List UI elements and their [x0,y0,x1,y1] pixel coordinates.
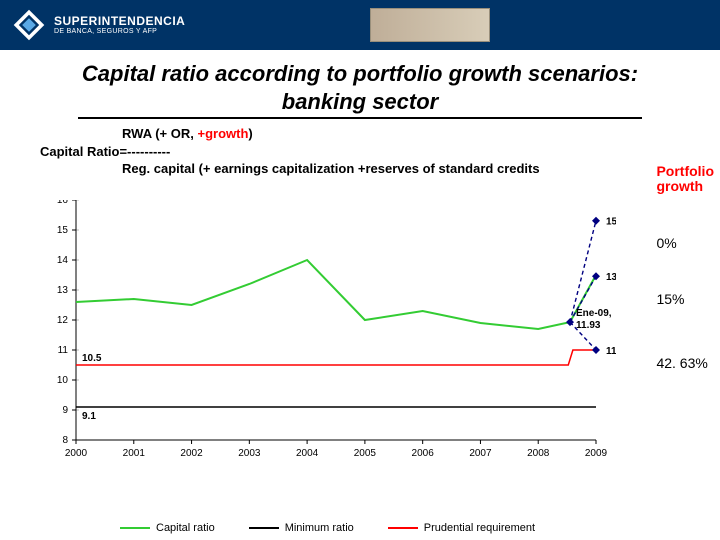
svg-text:13.46: 13.46 [606,272,616,283]
formula-growth: +growth [197,126,248,141]
svg-text:15.31: 15.31 [606,217,616,228]
svg-text:12: 12 [57,315,69,326]
legend-label-prudential: Prudential requirement [424,522,535,534]
title-line1: Capital ratio according to portfolio gro… [82,61,638,86]
svg-text:2002: 2002 [180,448,203,459]
svg-text:15: 15 [57,225,69,236]
org-name: SUPERINTENDENCIA DE BANCA, SEGUROS Y AFP [54,15,185,35]
svg-text:2004: 2004 [296,448,319,459]
svg-text:2007: 2007 [469,448,492,459]
svg-text:11.93: 11.93 [576,320,601,331]
legend-prudential: Prudential requirement [388,522,535,534]
svg-text:11: 11 [606,346,616,357]
svg-text:2006: 2006 [412,448,435,459]
page-title: Capital ratio according to portfolio gro… [0,60,720,119]
svg-text:9: 9 [62,405,68,416]
side-val-42: 42. 63% [656,355,714,371]
org-line2: DE BANCA, SEGUROS Y AFP [54,28,185,35]
svg-text:11: 11 [58,345,69,356]
side-header-1: Portfolio [656,163,714,179]
legend-swatch-prudential [388,527,418,529]
legend-label-capital: Capital ratio [156,522,215,534]
legend-label-minimum: Minimum ratio [285,522,354,534]
svg-text:Ene-09,: Ene-09, [576,308,612,319]
svg-text:2000: 2000 [65,448,88,459]
portfolio-growth-labels: Portfolio growth 0% 15% 42. 63% [656,164,714,371]
formula-denom: Reg. capital (+ earnings capitalization … [40,160,700,178]
svg-text:2009: 2009 [585,448,608,459]
side-val-15: 15% [656,291,714,307]
legend-swatch-capital [120,527,150,529]
side-header-2: growth [656,178,703,194]
legend-minimum: Minimum ratio [249,522,354,534]
formula-ratio: Capital Ratio=---------- [40,143,700,161]
svg-text:14: 14 [57,255,69,266]
legend-swatch-minimum [249,527,279,529]
title-line2: banking sector [282,89,438,114]
svg-text:13: 13 [57,285,69,296]
header-bar: SUPERINTENDENCIA DE BANCA, SEGUROS Y AFP [0,0,720,50]
svg-text:10: 10 [57,375,69,386]
formula-rwa: RWA (+ OR, [122,126,197,141]
formula-block: RWA (+ OR, +growth) Capital Ratio=------… [40,125,700,178]
legend-capital: Capital ratio [120,522,215,534]
legend: Capital ratio Minimum ratio Prudential r… [120,522,535,534]
svg-text:2001: 2001 [123,448,146,459]
org-line1: SUPERINTENDENCIA [54,15,185,28]
svg-text:10.5: 10.5 [82,353,102,364]
svg-text:2008: 2008 [527,448,550,459]
side-val-0: 0% [656,235,714,251]
svg-text:16: 16 [57,200,69,206]
chart: 8 9 10 11 12 13 14 15 16 2000 2001 2002 2003 2004 2005… [36,200,616,480]
svg-text:9.1: 9.1 [82,411,96,422]
formula-close: ) [248,126,252,141]
svg-text:2005: 2005 [354,448,377,459]
svg-text:8: 8 [62,435,68,446]
header-photo-placeholder [370,8,490,42]
chart-svg: 8 9 10 11 12 13 14 15 16 2000 2001 2002 2003 2004 2005… [36,200,616,480]
svg-text:2003: 2003 [238,448,261,459]
logo-icon [12,8,46,42]
